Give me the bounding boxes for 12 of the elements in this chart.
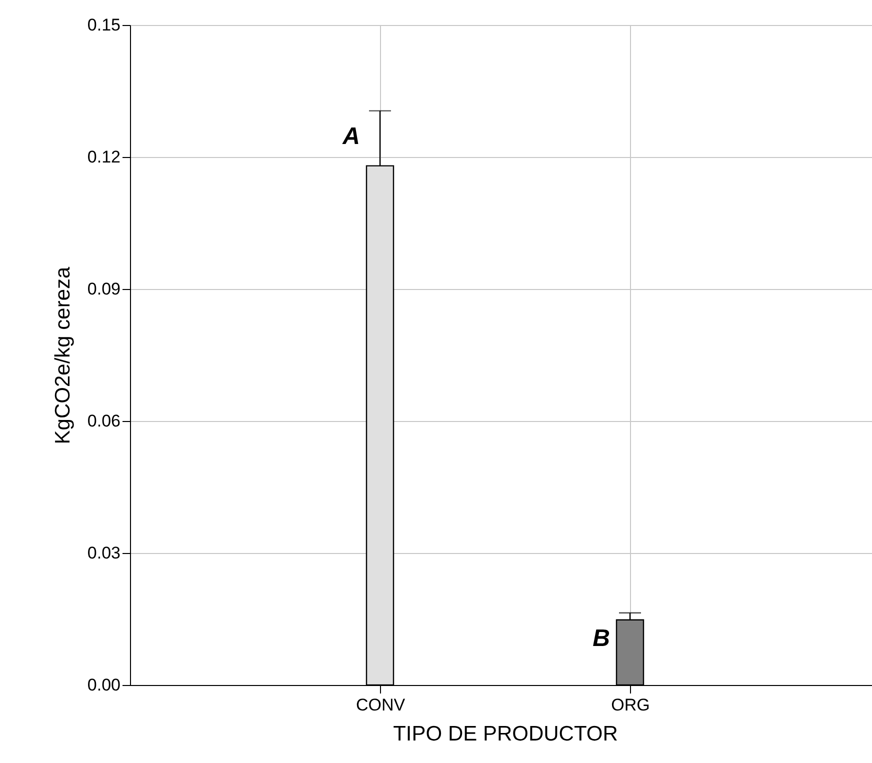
y-tick-label: 0.12: [87, 148, 120, 166]
annotation: B: [592, 624, 610, 652]
x-tick-label: ORG: [611, 696, 650, 714]
y-tick-label: 0.09: [87, 280, 120, 298]
annotation: A: [342, 122, 360, 150]
y-tick-label: 0.06: [87, 412, 120, 430]
x-axis-title: TIPO DE PRODUCTOR: [393, 722, 618, 746]
y-tick-label: 0.03: [87, 544, 120, 562]
x-tick-label: CONV: [356, 696, 406, 714]
y-axis-title: KgCO2e/kg cereza: [51, 266, 74, 444]
y-tick-label: 0.00: [87, 676, 120, 694]
y-tick-label: 0.15: [87, 16, 120, 34]
